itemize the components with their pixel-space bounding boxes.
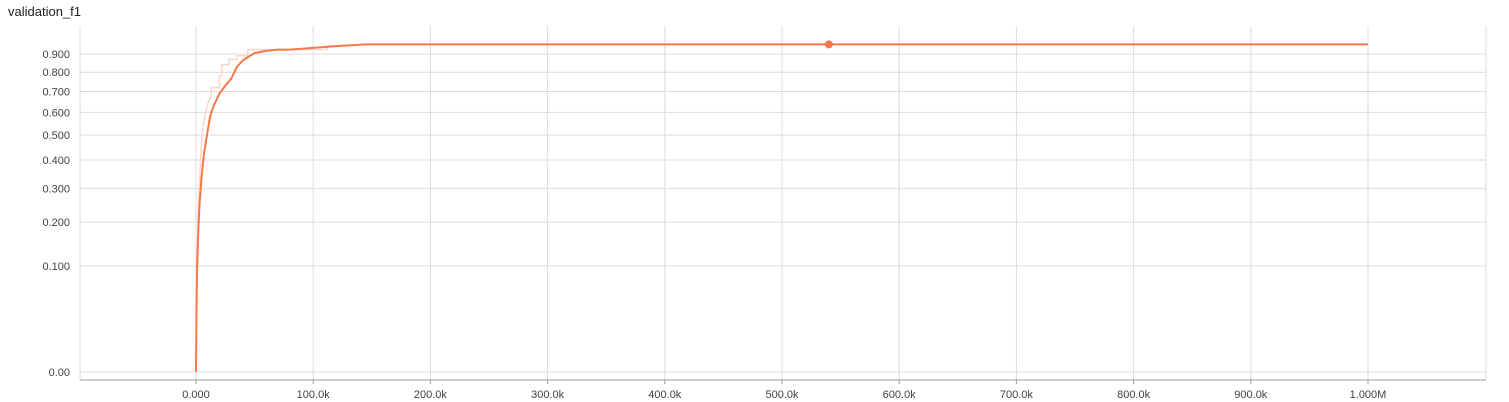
y-tick-label: 0.700 xyxy=(42,87,70,99)
y-tick-label: 0.800 xyxy=(42,67,70,79)
y-tick-label: 0.00 xyxy=(49,367,70,379)
y-tick-label: 0.300 xyxy=(42,183,70,195)
x-tick-label: 0.000 xyxy=(182,389,210,401)
x-tick-label: 900.0k xyxy=(1234,389,1268,401)
y-tick-label: 0.100 xyxy=(42,261,70,273)
x-tick-label: 500.0k xyxy=(765,389,799,401)
x-tick-label: 800.0k xyxy=(1117,389,1151,401)
grid-lines xyxy=(79,26,1487,380)
x-tick-label: 700.0k xyxy=(1000,389,1034,401)
series-lines xyxy=(195,43,1368,373)
x-tick-label: 400.0k xyxy=(648,389,682,401)
x-tick-label: 600.0k xyxy=(883,389,917,401)
y-tick-label: 0.400 xyxy=(42,155,70,167)
chart-title: validation_f1 xyxy=(8,4,81,19)
axes xyxy=(80,379,1486,384)
y-tick-label: 0.500 xyxy=(42,130,70,142)
y-tick-label: 0.600 xyxy=(42,107,70,119)
x-tick-label: 1.000M xyxy=(1350,389,1387,401)
highlight-data-point[interactable] xyxy=(824,40,833,49)
smoothed-series-line xyxy=(195,43,1368,373)
x-tick-label: 200.0k xyxy=(414,389,448,401)
highlight-points[interactable] xyxy=(824,40,833,49)
x-tick-label: 100.0k xyxy=(297,389,331,401)
y-tick-label: 0.900 xyxy=(42,49,70,61)
x-tick-label: 300.0k xyxy=(531,389,565,401)
x-tick-labels: 0.000 100.0k 200.0k 300.0k 400.0k 500.0k 600.0… xyxy=(182,389,1386,401)
y-tick-labels: 0.00 0.100 0.200 0.300 0.400 0.500 0.600 0.700 0… xyxy=(42,49,70,379)
y-tick-label: 0.200 xyxy=(42,217,70,229)
